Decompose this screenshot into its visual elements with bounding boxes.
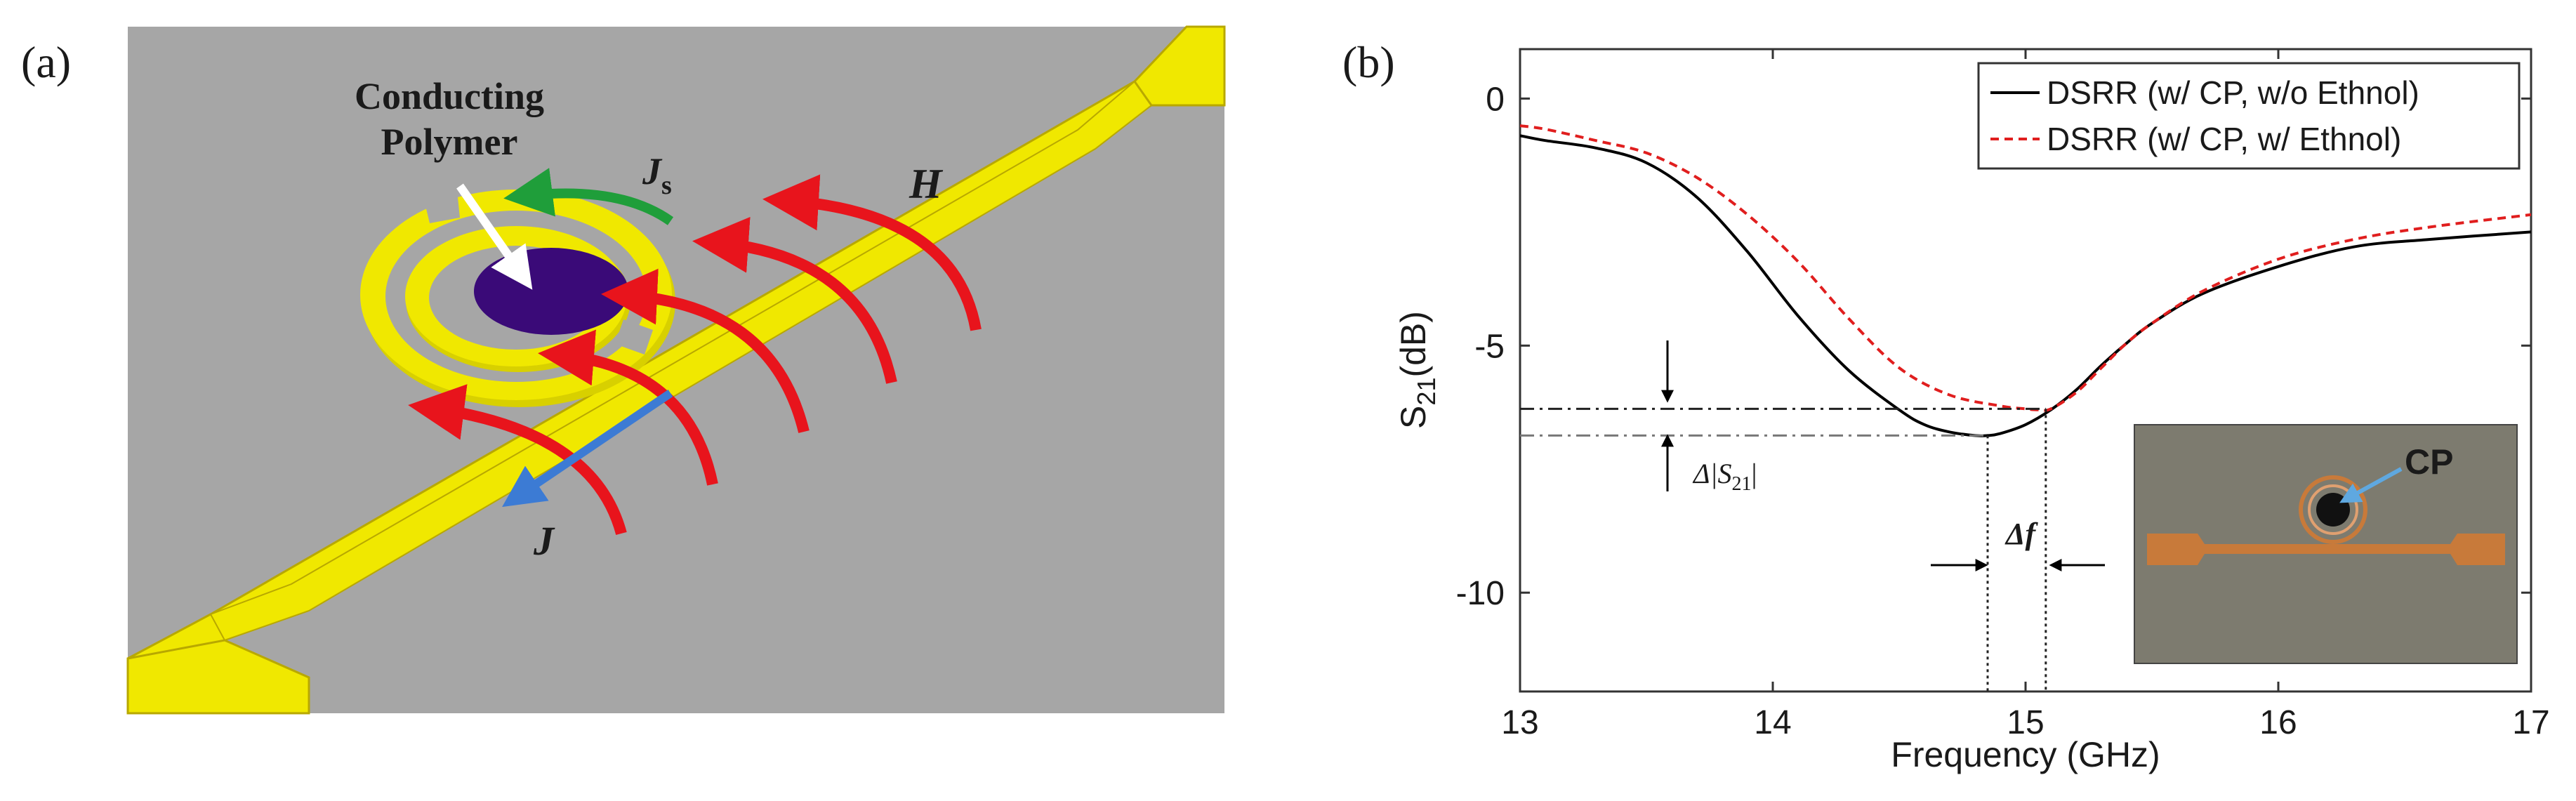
magnetic-field-arrows [408,174,982,536]
axis-ticks: 13 14 15 16 17 0 -5 -10 [1456,49,2550,741]
legend-label-series1: DSRR (w/ CP, w/o Ethnol) [2047,74,2419,111]
inset-inner-ring [2308,484,2358,535]
inset-photo: CP [2134,424,2518,664]
legend-label-series2: DSRR (w/ CP, w/ Ethnol) [2047,121,2401,157]
panel-b-chart: (b) 13 14 15 16 17 0 -5 -10 Frequency (GHz) S21… [1342,37,2550,774]
x-axis-label: Frequency (GHz) [1891,735,2160,774]
panel-a-schematic: (a) Conducting Polymer Js [21,25,1226,715]
legend-box [1977,62,2521,170]
y-axis-label: S21(dB) [1394,311,1441,429]
series-line-2 [1520,124,2531,412]
conducting-polymer-disk [474,248,628,335]
polymer-label-line1: Conducting [355,75,544,117]
delta-f-label: Δf [2004,517,2039,551]
x-tick-label: 16 [2259,704,2297,741]
field-arrow-5 [408,384,627,536]
line-current-label: J [533,518,555,564]
panel-a-label: (a) [21,37,71,87]
magnetic-field-label: H [909,161,944,207]
y-tick-label: -5 [1474,328,1505,365]
field-arrow-1 [762,174,982,331]
series-layer [1520,124,2531,437]
legend: DSRR (w/ CP, w/o Ethnol) DSRR (w/ CP, w/… [1977,62,2521,170]
series-line-1 [1520,134,2531,437]
field-arrow-3 [601,268,810,433]
panel-b-label: (b) [1342,37,1395,87]
x-tick-label: 15 [2007,704,2044,741]
line-current-arrow [502,390,673,508]
x-tick-label: 17 [2512,704,2549,741]
inset-outer-ring [2299,475,2367,544]
polymer-pointer-arrow [456,183,533,290]
x-tick-label: 14 [1754,704,1791,741]
inset-cp-label: CP [2405,442,2453,482]
polymer-label-line2: Polymer [381,121,518,163]
surface-current-arrow [503,168,674,225]
field-arrow-2 [692,216,897,384]
inset-microstrip [2147,544,2505,554]
microstrip-line [126,25,1226,715]
delta-s21-label: Δ|S21| [1692,458,1757,495]
y-tick-label: -10 [1456,575,1505,612]
x-tick-label: 13 [1501,704,1538,741]
field-arrow-4 [538,329,718,486]
surface-current-label: Js [642,150,672,200]
inset-cp-arrow [2339,467,2403,503]
y-tick-label: 0 [1486,81,1505,118]
